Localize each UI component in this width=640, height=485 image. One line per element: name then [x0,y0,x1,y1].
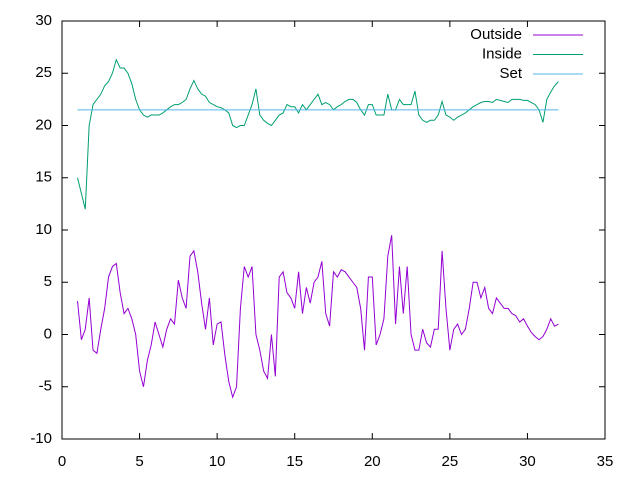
legend-label: Outside [470,26,522,43]
y-tick-label: -10 [30,430,52,447]
x-tick-label: 30 [519,453,536,470]
series-line [77,235,559,399]
x-tick-label: 20 [364,453,381,470]
y-tick-label: 15 [35,169,52,186]
legend-label: Set [499,65,522,82]
x-tick-label: 0 [58,453,66,470]
series-line [77,58,559,210]
x-tick-label: 15 [286,453,303,470]
x-tick-label: 25 [442,453,459,470]
x-tick-label: 35 [597,453,614,470]
x-tick-label: 10 [209,453,226,470]
legend-label: Inside [482,45,522,62]
y-tick-label: 5 [44,273,52,290]
y-tick-label: -5 [39,378,52,395]
plot-frame [61,20,606,440]
x-tick-label: 5 [135,453,143,470]
y-tick-label: 0 [44,325,52,342]
y-tick-label: 25 [35,64,52,81]
y-tick-label: 10 [35,221,52,238]
y-tick-label: 30 [35,12,52,29]
y-tick-label: 20 [35,116,52,133]
